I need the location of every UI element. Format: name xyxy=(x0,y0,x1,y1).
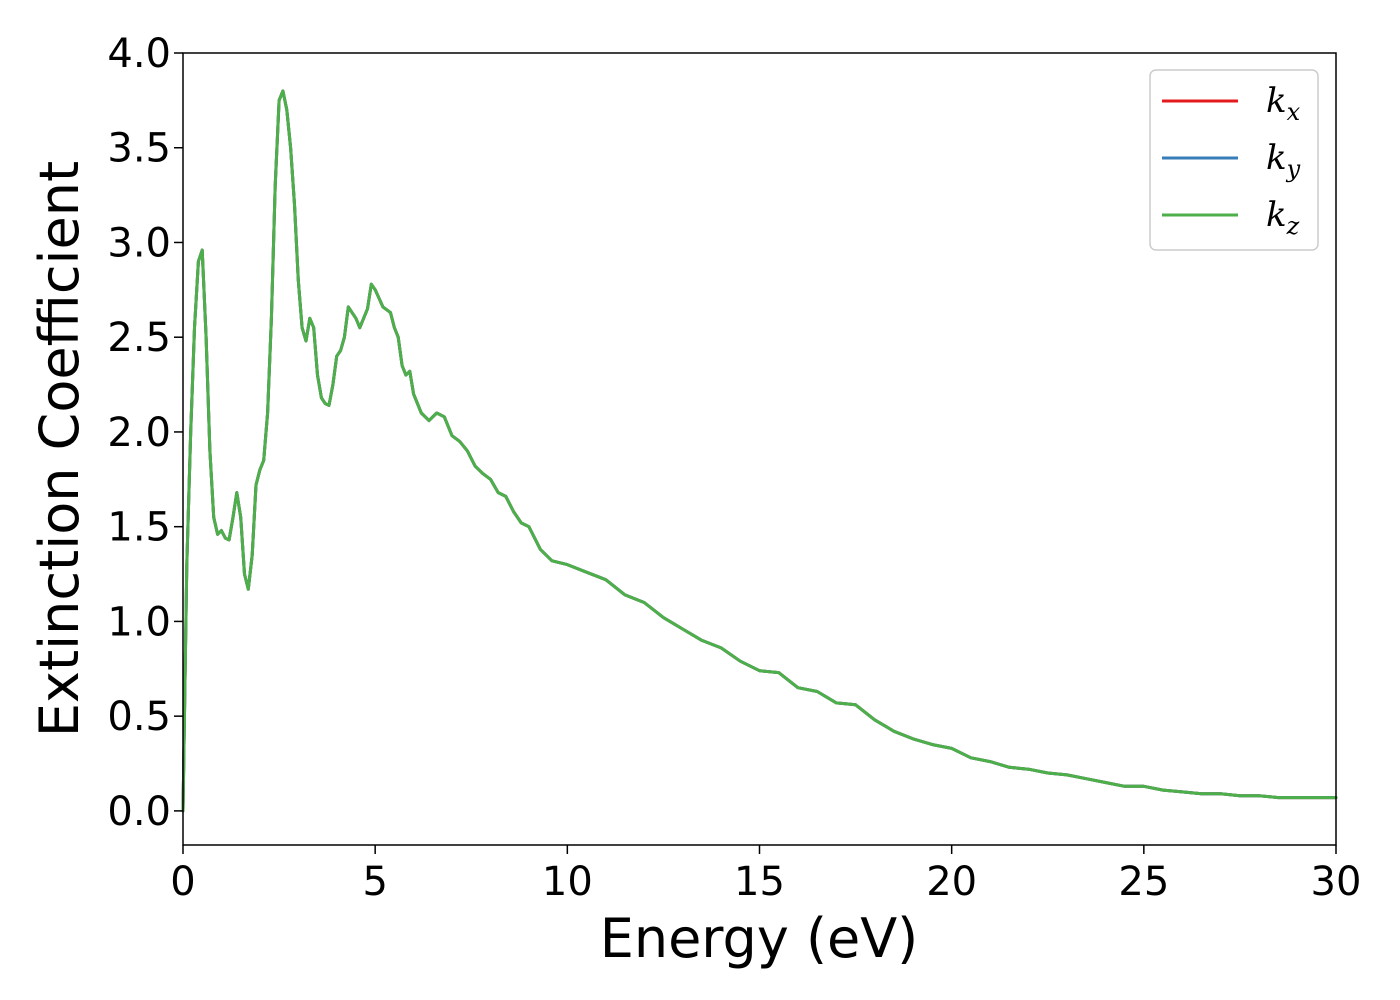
y-tick-label: 1.0 xyxy=(107,599,171,645)
x-axis-ticks: 0 5 10 15 20 25 30 xyxy=(170,845,1361,905)
x-tick-label: 25 xyxy=(1118,859,1169,905)
x-tick-label: 15 xyxy=(734,859,785,905)
x-tick-label: 10 xyxy=(542,859,593,905)
y-tick-label: 0.5 xyxy=(107,694,171,740)
x-axis-title: Energy (eV) xyxy=(600,907,919,970)
y-tick-label: 3.0 xyxy=(107,220,171,266)
x-tick-label: 20 xyxy=(926,859,977,905)
x-tick-label: 5 xyxy=(362,859,387,905)
y-axis-title: Extinction Coefficient xyxy=(28,161,91,737)
series-line-kz xyxy=(181,89,1338,813)
x-tick-label: 30 xyxy=(1311,859,1362,905)
y-tick-label: 2.5 xyxy=(107,315,171,361)
y-tick-label: 0.0 xyxy=(107,789,171,835)
series-layer xyxy=(181,89,1338,813)
y-tick-label: 2.0 xyxy=(107,410,171,456)
x-tick-label: 0 xyxy=(170,859,195,905)
y-axis-ticks: 0.0 0.5 1.0 1.5 2.0 2.5 3.0 3.5 4.0 xyxy=(107,31,183,835)
y-tick-label: 3.5 xyxy=(107,126,171,172)
legend-box xyxy=(1149,69,1319,251)
y-tick-label: 1.5 xyxy=(107,505,171,551)
y-tick-label: 4.0 xyxy=(107,31,171,77)
